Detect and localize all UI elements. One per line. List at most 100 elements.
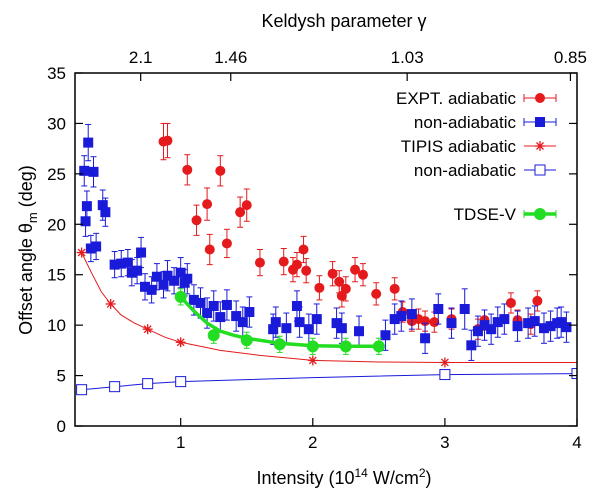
data-point	[105, 298, 116, 309]
x-axis-title-sup2: 2	[419, 466, 426, 480]
data-point	[556, 317, 567, 328]
data-point	[81, 201, 92, 212]
data-point	[439, 369, 451, 381]
data-point	[221, 299, 232, 310]
data-point	[396, 311, 407, 322]
data-point	[240, 334, 253, 347]
data-point	[472, 326, 483, 337]
data-point	[311, 314, 322, 325]
data-point	[174, 290, 187, 303]
data-point	[169, 275, 180, 286]
data-point	[146, 284, 157, 295]
data-point	[529, 316, 540, 327]
legend-label: TIPIS adiabatic	[401, 137, 517, 156]
data-point	[303, 324, 314, 335]
data-point	[268, 324, 279, 335]
data-point	[85, 243, 96, 254]
legend-marker	[534, 164, 546, 176]
data-point	[254, 257, 265, 268]
x2-axis-title: Keldysh parameter γ	[261, 11, 426, 31]
data-point	[207, 329, 220, 342]
data-point	[291, 259, 302, 270]
y-axis-title-sub: m	[25, 212, 40, 223]
data-point	[188, 294, 199, 305]
x-axis-title-end: )	[426, 468, 432, 488]
data-point	[204, 244, 215, 255]
data-point	[327, 268, 338, 279]
data-point	[162, 135, 173, 146]
data-point	[215, 312, 226, 323]
series-1	[79, 123, 572, 361]
legend-label: non-adiabatic	[414, 113, 517, 132]
series-4	[174, 288, 385, 355]
x-axis-title-main: Intensity (10	[256, 468, 354, 488]
data-point	[195, 297, 206, 308]
data-point	[244, 307, 255, 318]
data-point	[372, 340, 385, 353]
data-point	[215, 165, 226, 176]
y-tick-label: 0	[57, 417, 66, 436]
data-point	[136, 247, 147, 258]
data-point	[202, 308, 213, 319]
data-point	[109, 259, 120, 270]
y-tick-label: 15	[47, 266, 66, 285]
legend-entry-2: TIPIS adiabatic	[401, 137, 556, 156]
data-point	[76, 247, 87, 258]
data-point	[237, 317, 248, 328]
data-point	[202, 199, 213, 210]
legend-entry-4: TDSE-V	[454, 205, 557, 224]
data-point	[142, 324, 153, 335]
legend-marker	[534, 208, 546, 220]
x-tick-label: 2	[308, 433, 317, 452]
y-tick-label: 25	[47, 165, 66, 184]
data-point	[132, 265, 143, 276]
data-point	[466, 340, 477, 351]
data-point	[291, 300, 302, 311]
data-point	[306, 340, 319, 353]
data-point	[357, 269, 368, 280]
data-point	[380, 330, 391, 341]
y-tick-label: 20	[47, 215, 66, 234]
data-point	[116, 258, 127, 269]
data-point	[459, 304, 470, 315]
data-point	[140, 281, 151, 292]
legend-label: EXPT. adiabatic	[396, 89, 517, 108]
data-point	[191, 215, 202, 226]
data-point	[492, 317, 503, 328]
data-point	[151, 271, 162, 282]
x2-tick-label: 2.1	[129, 48, 153, 67]
legend-entry-3: non-adiabatic	[414, 161, 556, 180]
data-point	[175, 267, 186, 278]
data-point	[433, 304, 444, 315]
data-point	[307, 355, 318, 366]
data-point	[270, 317, 281, 328]
data-point	[532, 295, 543, 306]
data-point	[371, 288, 382, 299]
legend-entry-0: EXPT. adiabatic	[396, 89, 557, 108]
data-point	[126, 267, 137, 278]
x2-tick-label: 1.46	[214, 48, 247, 67]
x-tick-label: 3	[440, 433, 449, 452]
x-tick-label: 4	[572, 433, 581, 452]
data-point	[389, 314, 400, 325]
data-point	[76, 384, 88, 396]
data-point	[446, 318, 457, 329]
x2-tick-label: 0.85	[554, 48, 587, 67]
data-point	[235, 207, 246, 218]
data-point	[479, 320, 490, 331]
x2-tick-label: 1.03	[391, 48, 424, 67]
data-point	[83, 137, 94, 148]
data-point	[350, 264, 361, 275]
y-axis-title-end: (deg)	[16, 165, 36, 212]
legend-entry-1: non-adiabatic	[414, 113, 557, 132]
x-axis-title-unit: W/cm	[368, 468, 419, 488]
data-point	[88, 166, 99, 177]
y-axis-title-main: Offset angle θ	[16, 223, 36, 335]
data-point	[294, 317, 305, 328]
data-point	[512, 321, 523, 332]
data-point	[314, 282, 325, 293]
data-point	[334, 276, 345, 287]
data-point	[100, 207, 111, 218]
data-point	[91, 241, 102, 252]
data-point	[162, 270, 173, 281]
